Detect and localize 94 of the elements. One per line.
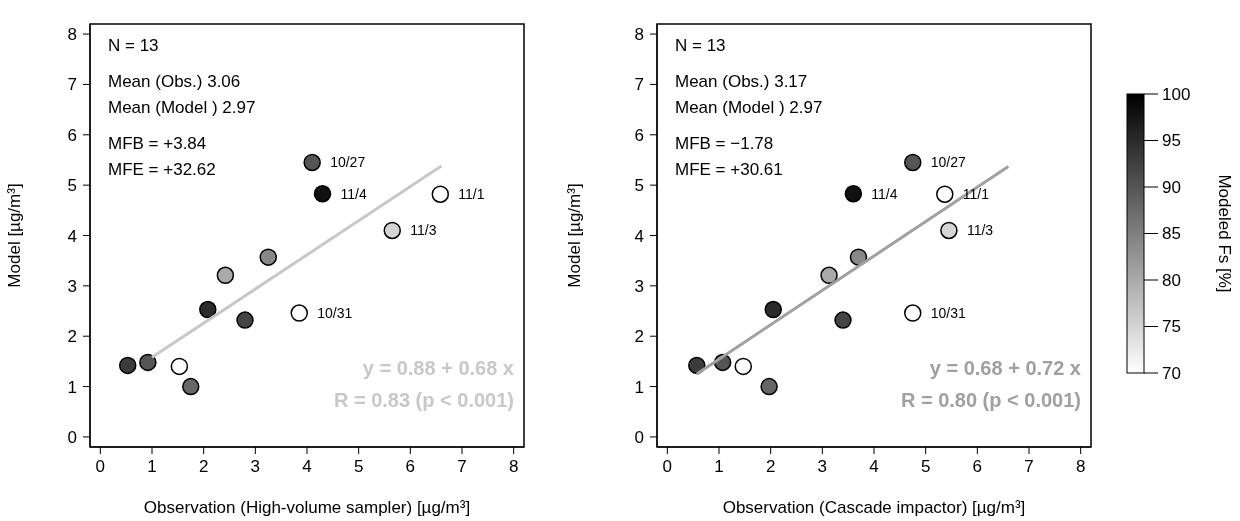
annotation: 11/3 [410, 222, 437, 239]
annotation: N = 13 [675, 36, 726, 56]
annotation: MFB = −1.78 [675, 134, 774, 154]
annotation: Mean (Obs.) 3.06 [108, 72, 241, 92]
color-bar-label: 100 [1162, 84, 1191, 104]
y-tick-label: 0 [634, 427, 644, 447]
x-tick-label: 7 [1024, 457, 1034, 477]
x-tick-label: 0 [662, 457, 673, 477]
point [940, 221, 958, 240]
x-axis-title: Observation (High-volume sampler) [µg/m³] [143, 498, 471, 517]
color-bar-label: 90 [1162, 177, 1181, 197]
x-tick-label: 6 [972, 457, 983, 477]
x-tick-label: 2 [765, 457, 776, 477]
x-tick-label: 5 [353, 457, 364, 477]
point [760, 377, 778, 396]
annotation: y = 0.68 + 0.72 x [929, 357, 1081, 380]
y-tick-label: 8 [634, 25, 644, 45]
color-bar-title: Modeled Fs [%] [1214, 174, 1234, 293]
y-tick-label: 8 [67, 25, 77, 45]
y-tick-label: 1 [634, 377, 644, 397]
y-tick-label: 5 [67, 176, 77, 196]
annotation: MFE = +30.61 [675, 160, 783, 180]
point [139, 353, 157, 372]
y-tick-label: 7 [634, 75, 644, 95]
x-tick-label: 4 [869, 457, 879, 477]
colorbar: 70 75 80 85 90 95 100 Modeled Fs [%] [1126, 0, 1240, 521]
annotation: 11/4 [871, 185, 898, 202]
x-tick-label: 8 [508, 457, 519, 477]
y-tick-label: 5 [634, 176, 644, 196]
y-tick-label: 2 [67, 327, 77, 347]
x-tick-label: 8 [1075, 457, 1086, 477]
annotation: MFB = +3.84 [108, 134, 207, 154]
y-tick-label: 6 [634, 125, 644, 145]
x-tick-label: 4 [302, 457, 312, 477]
y-tick-label: 4 [67, 226, 77, 246]
point [303, 153, 321, 172]
annotation: 11/1 [458, 186, 485, 203]
annotation: 11/4 [340, 185, 367, 202]
annotation: Mean (Obs.) 3.17 [675, 72, 808, 92]
annotation: MFE = +32.62 [108, 160, 216, 180]
point [170, 357, 189, 376]
y-tick-label: 4 [634, 226, 644, 246]
point [199, 300, 217, 319]
color-bar-label: 85 [1162, 224, 1181, 243]
color-bar-label: 80 [1162, 270, 1181, 290]
x-tick-label: 6 [405, 457, 416, 477]
point [216, 266, 235, 285]
x-tick-label: 1 [714, 457, 724, 477]
y-tick-label: 0 [67, 427, 77, 447]
annotation: 11/3 [966, 222, 994, 239]
y-tick-label: 3 [67, 276, 77, 296]
y-tick-label: 3 [634, 276, 644, 296]
point [904, 153, 922, 172]
x-tick-label: 3 [250, 457, 261, 477]
y-axis-title: Model [µg/m³] [5, 183, 25, 288]
y-tick-label: 1 [67, 377, 77, 397]
annotation: 10/27 [930, 154, 966, 171]
point [290, 304, 308, 322]
point [236, 311, 254, 329]
x-tick-label: 0 [95, 457, 106, 477]
annotation: Mean (Model ) 2.97 [675, 98, 823, 118]
x-tick-label: 3 [817, 457, 828, 477]
x-tick-label: 7 [457, 457, 467, 477]
color-bar-label: 70 [1162, 363, 1181, 383]
y-axis-title: Model [µg/m³] [565, 183, 585, 288]
point [834, 311, 852, 329]
point [182, 377, 200, 396]
annotation: Mean (Model ) 2.97 [108, 98, 256, 118]
x-tick-label: 5 [920, 457, 931, 477]
color-bar-label: 75 [1162, 317, 1181, 336]
point [118, 356, 137, 375]
point [734, 357, 753, 376]
annotation: N = 13 [108, 36, 159, 56]
x-axis-title: Observation (Cascade impactor) [µg/m³] [722, 498, 1026, 517]
point [904, 304, 922, 322]
annotation: 10/27 [330, 154, 366, 171]
point [844, 184, 863, 203]
point [764, 300, 782, 319]
point [383, 221, 401, 240]
y-tick-label: 2 [634, 327, 644, 347]
annotation: 11/1 [962, 186, 990, 203]
y-tick-label: 7 [67, 75, 77, 95]
annotation: 10/31 [317, 305, 353, 322]
point [820, 266, 838, 285]
point [431, 185, 450, 203]
point [936, 185, 954, 203]
x-tick-label: 1 [147, 457, 157, 477]
annotation: R = 0.80 (p < 0.001) [900, 389, 1081, 412]
point [313, 184, 332, 203]
y-tick-label: 6 [67, 125, 77, 145]
point [259, 248, 277, 266]
x-tick-label: 2 [198, 457, 209, 477]
annotation: 10/31 [930, 305, 966, 322]
color-bar-label: 95 [1162, 131, 1181, 150]
